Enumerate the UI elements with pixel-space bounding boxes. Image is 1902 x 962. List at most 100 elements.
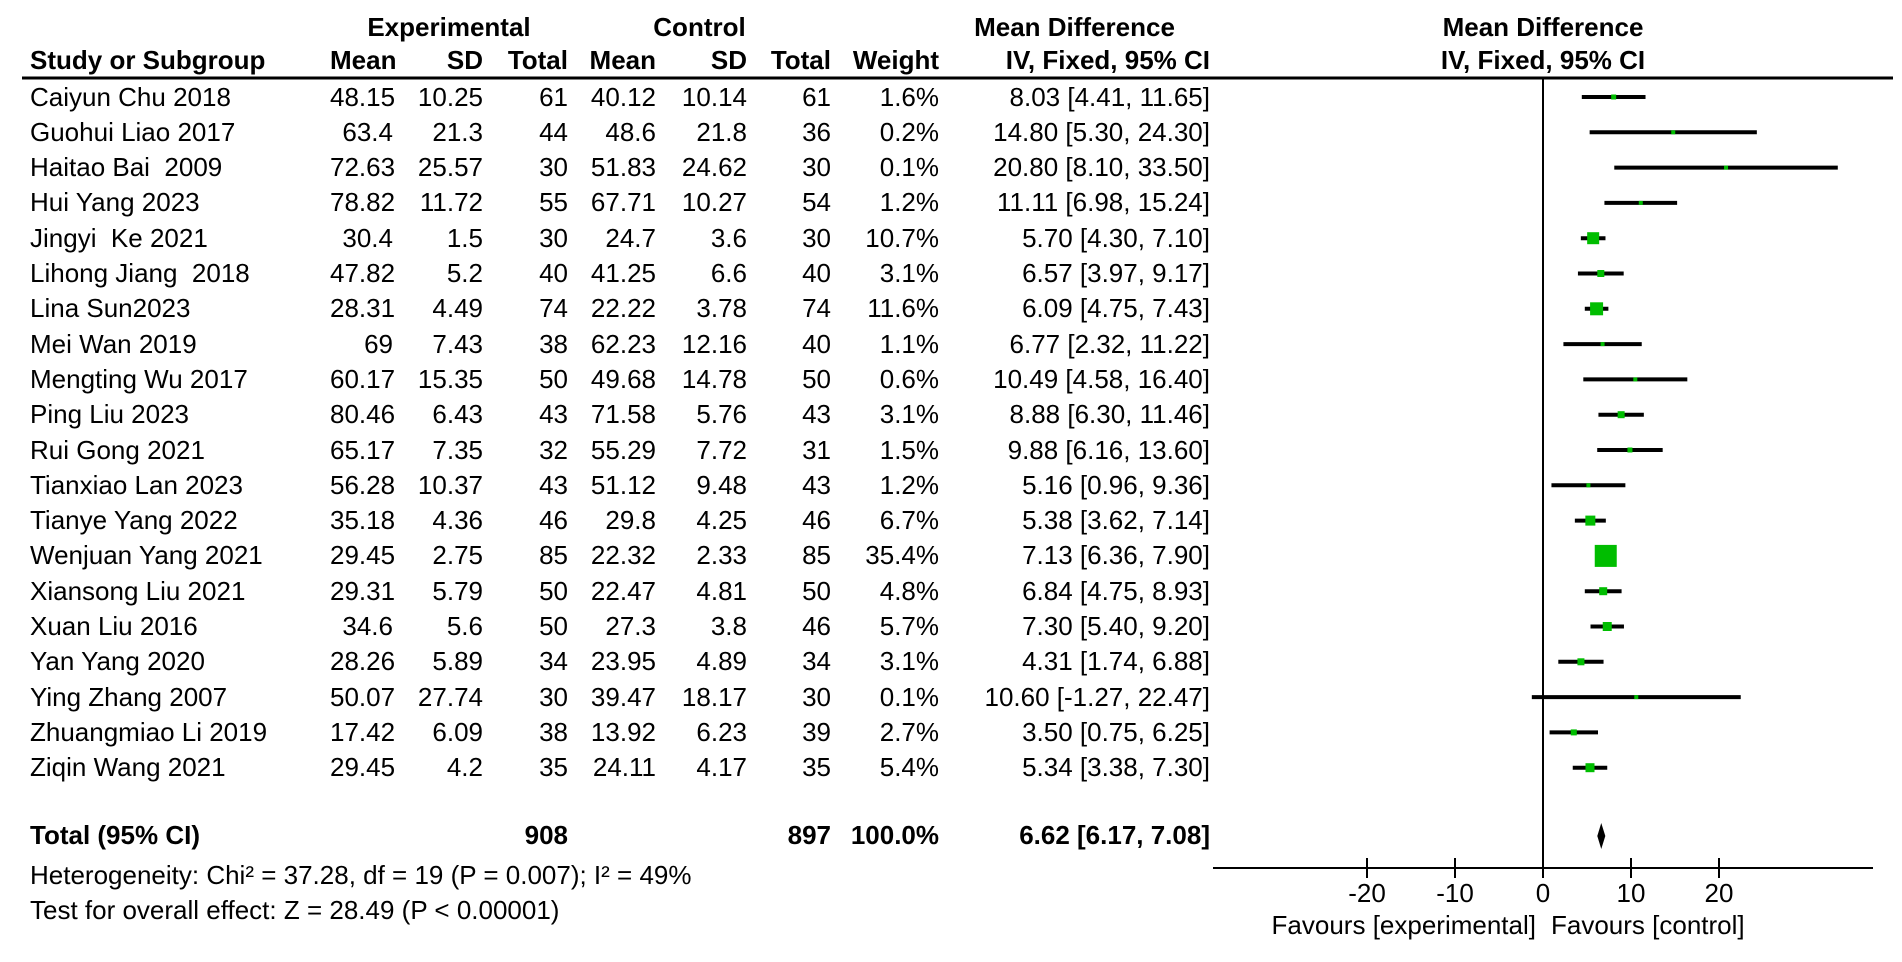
table-row: Haitao Bai 2009 72.63 25.57 30 51.83 24.62 30 0… <box>30 150 1210 185</box>
ctl-sd: 14.78 <box>681 363 747 394</box>
tick-label: 0 <box>1536 878 1550 908</box>
ctl-total: 39 <box>802 716 831 747</box>
ctl-sd: 3.8 <box>710 611 747 641</box>
ctl-sd: 9.48 <box>696 469 747 500</box>
effect-marker <box>1594 544 1617 567</box>
effect-marker <box>1570 729 1577 736</box>
table-row: Tianye Yang 2022 35.18 4.36 46 29.8 4.25 46 6.7… <box>30 503 1210 538</box>
ci-text: 6.77 [2.32, 11.22] <box>1009 328 1210 359</box>
weight: 0.6% <box>879 363 939 394</box>
weight: 0.1% <box>879 152 939 183</box>
col-header-ctl-total: Total <box>770 45 831 75</box>
exp-mean: 56.28 <box>330 469 396 500</box>
col-header-exp-sd: SD <box>446 45 483 75</box>
exp-mean: 72.63 <box>330 152 396 183</box>
weight: 3.1% <box>879 646 939 677</box>
effect-marker <box>1638 200 1643 205</box>
exp-total: 38 <box>539 328 568 359</box>
ctl-sd: 21.8 <box>696 116 747 147</box>
table-row: Lihong Jiang 2018 47.82 5.2 40 41.25 6.6 40 3.1… <box>30 256 1210 291</box>
table-row: Guohui Liao 2017 63.4 21.3 44 48.6 21.8 36 0.2%… <box>30 115 1210 150</box>
exp-sd: 4.49 <box>432 293 483 324</box>
ci-text: 6.84 [4.75, 8.93] <box>1022 575 1210 606</box>
study-name: Ying Zhang 2007 <box>30 681 228 712</box>
table-row: Caiyun Chu 2018 48.15 10.25 61 40.12 10.14 61 1… <box>30 80 1210 115</box>
ctl-total: 35 <box>802 752 831 783</box>
effect-marker <box>1633 377 1638 382</box>
table-row: Tianxiao Lan 2023 56.28 10.37 43 51.12 9.48 43… <box>30 468 1210 503</box>
ctl-mean: 48.6 <box>605 116 656 147</box>
total-exp-n: 908 <box>524 820 568 850</box>
total-ctl-n: 897 <box>787 820 831 850</box>
study-name: Xiansong Liu 2021 <box>30 575 246 606</box>
exp-sd: 11.72 <box>419 187 483 218</box>
ctl-total: 54 <box>802 187 831 218</box>
ctl-total: 30 <box>802 152 831 183</box>
weight: 0.1% <box>879 681 939 712</box>
ctl-mean: 51.12 <box>590 469 656 500</box>
table-row: Yan Yang 2020 28.26 5.89 34 23.95 4.89 34 3.1% 4… <box>30 644 1210 679</box>
exp-sd: 2.75 <box>432 540 483 571</box>
exp-total: 30 <box>539 152 568 183</box>
exp-total: 38 <box>539 716 568 747</box>
exp-mean: 35.18 <box>330 505 396 536</box>
weight: 2.7% <box>879 716 939 747</box>
header-group-control: Control <box>653 12 746 42</box>
table-row: Lina Sun2023 28.31 4.49 74 22.22 3.78 74 11.6% 6… <box>30 291 1210 326</box>
ctl-sd: 3.78 <box>696 293 747 324</box>
exp-mean: 29.45 <box>330 540 396 571</box>
ctl-sd: 3.6 <box>710 222 747 253</box>
exp-mean: 80.46 <box>330 399 396 430</box>
table-row: Wenjuan Yang 2021 29.45 2.75 85 22.32 2.33 85 3… <box>30 538 1210 573</box>
ctl-sd: 10.14 <box>681 81 747 112</box>
exp-sd: 27.74 <box>417 681 483 712</box>
effect-marker <box>1602 622 1612 631</box>
table-row: Ziqin Wang 2021 29.45 4.2 35 24.11 4.17 35 5.4%… <box>30 750 1210 785</box>
effect-marker <box>1585 515 1596 526</box>
favours-control-label: Favours [control] <box>1551 910 1745 940</box>
exp-total: 34 <box>539 646 568 677</box>
effect-marker <box>1634 695 1639 700</box>
exp-sd: 1.5 <box>446 222 483 253</box>
exp-total: 40 <box>539 258 568 288</box>
ctl-total: 61 <box>802 81 831 112</box>
exp-mean: 60.17 <box>330 363 396 394</box>
effect-marker <box>1599 587 1608 596</box>
exp-total: 30 <box>539 222 568 253</box>
weight: 4.8% <box>879 575 939 606</box>
exp-mean: 34.6 <box>342 611 393 641</box>
exp-total: 50 <box>539 575 568 606</box>
study-name: Yan Yang 2020 <box>30 646 205 677</box>
effect-marker <box>1597 270 1605 277</box>
ci-text: 7.30 [5.40, 9.20] <box>1022 611 1210 641</box>
col-header-exp-total: Total <box>507 45 568 75</box>
exp-total: 61 <box>539 81 568 112</box>
table-row: Mei Wan 2019 69 7.43 38 62.23 12.16 40 1.1% 6.77… <box>30 327 1210 362</box>
ctl-sd: 24.62 <box>681 152 747 183</box>
ctl-mean: 51.83 <box>590 152 656 183</box>
exp-mean: 50.07 <box>330 681 396 712</box>
exp-total: 46 <box>539 505 568 536</box>
table-row: Jingyi Ke 2021 30.4 1.5 30 24.7 3.6 30 10.7% 5.7… <box>30 221 1210 256</box>
study-name: Lina Sun2023 <box>30 293 191 324</box>
study-name: Caiyun Chu 2018 <box>30 81 231 112</box>
effect-marker <box>1724 165 1729 170</box>
study-name: Xuan Liu 2016 <box>30 611 198 641</box>
ci-text: 6.57 [3.97, 9.17] <box>1022 258 1210 288</box>
weight: 1.6% <box>879 81 939 112</box>
exp-mean: 69 <box>364 328 393 359</box>
exp-mean: 47.82 <box>330 258 396 288</box>
exp-sd: 4.2 <box>446 752 483 783</box>
ci-text: 3.50 [0.75, 6.25] <box>1022 716 1210 747</box>
ci-text: 5.16 [0.96, 9.36] <box>1022 469 1210 500</box>
exp-sd: 25.57 <box>417 152 483 183</box>
weight: 3.1% <box>879 258 939 288</box>
study-name: Haitao Bai 2009 <box>30 152 223 183</box>
ctl-total: 43 <box>802 399 831 430</box>
ctl-mean: 27.3 <box>605 611 656 641</box>
exp-sd: 5.89 <box>432 646 483 677</box>
table-row: Xiansong Liu 2021 29.31 5.79 50 22.47 4.81 50 4… <box>30 574 1210 609</box>
effect-marker <box>1617 411 1625 419</box>
